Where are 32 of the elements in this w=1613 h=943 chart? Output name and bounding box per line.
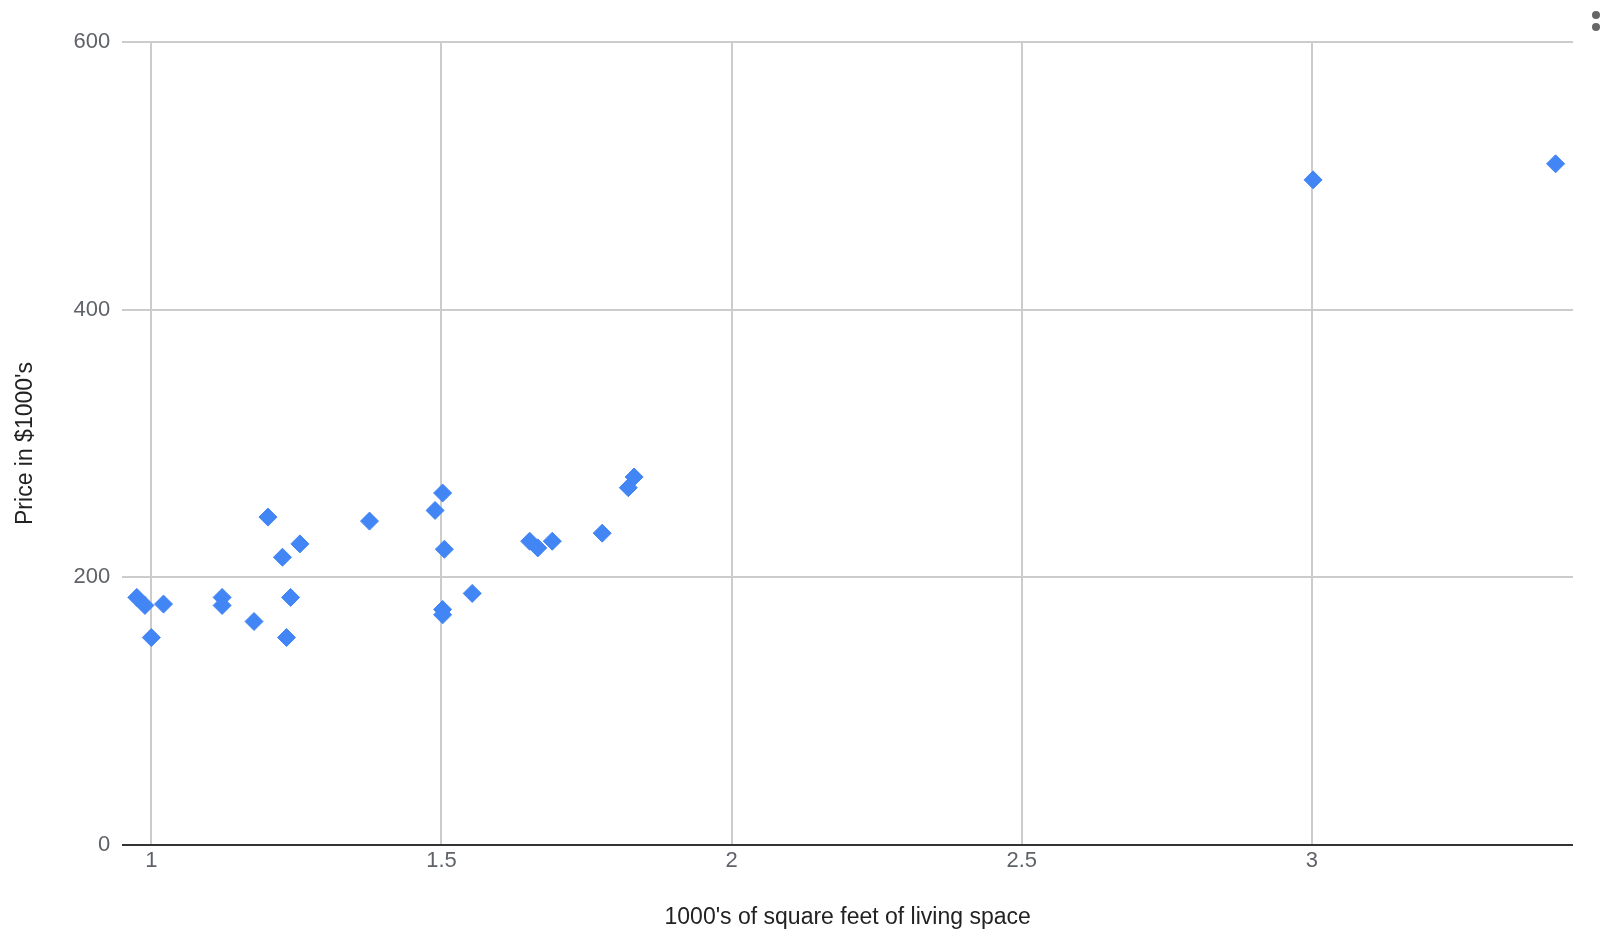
x-tick-label: 3 <box>1305 847 1318 873</box>
point <box>425 500 445 520</box>
point <box>281 587 301 607</box>
point <box>258 507 278 527</box>
y-tick-label: 0 <box>98 831 111 857</box>
point <box>592 523 612 543</box>
x-tick-label: 2 <box>725 847 738 873</box>
point <box>290 534 310 554</box>
y-tick-label: 400 <box>73 295 111 321</box>
y-tick-label: 600 <box>73 28 111 54</box>
point <box>618 478 638 498</box>
point <box>360 511 379 531</box>
point <box>1303 170 1323 190</box>
y-tick-label: 200 <box>73 563 111 589</box>
point <box>277 628 297 648</box>
x-tick-label: 1.5 <box>426 847 457 873</box>
x-tick-label: 1 <box>145 847 158 873</box>
point <box>434 539 454 559</box>
y-axis-title: Price in $1000's <box>11 362 38 525</box>
x-axis-title: 1000's of square feet of living space <box>664 902 1031 929</box>
point <box>141 628 161 648</box>
point <box>542 531 562 551</box>
point <box>528 538 548 558</box>
point <box>272 547 292 567</box>
point <box>244 612 264 631</box>
point <box>433 483 453 503</box>
x-tick-label: 2.5 <box>1006 847 1038 873</box>
point <box>462 583 482 603</box>
point <box>154 594 174 614</box>
point <box>1546 154 1566 174</box>
point <box>624 467 644 487</box>
point <box>135 595 155 615</box>
